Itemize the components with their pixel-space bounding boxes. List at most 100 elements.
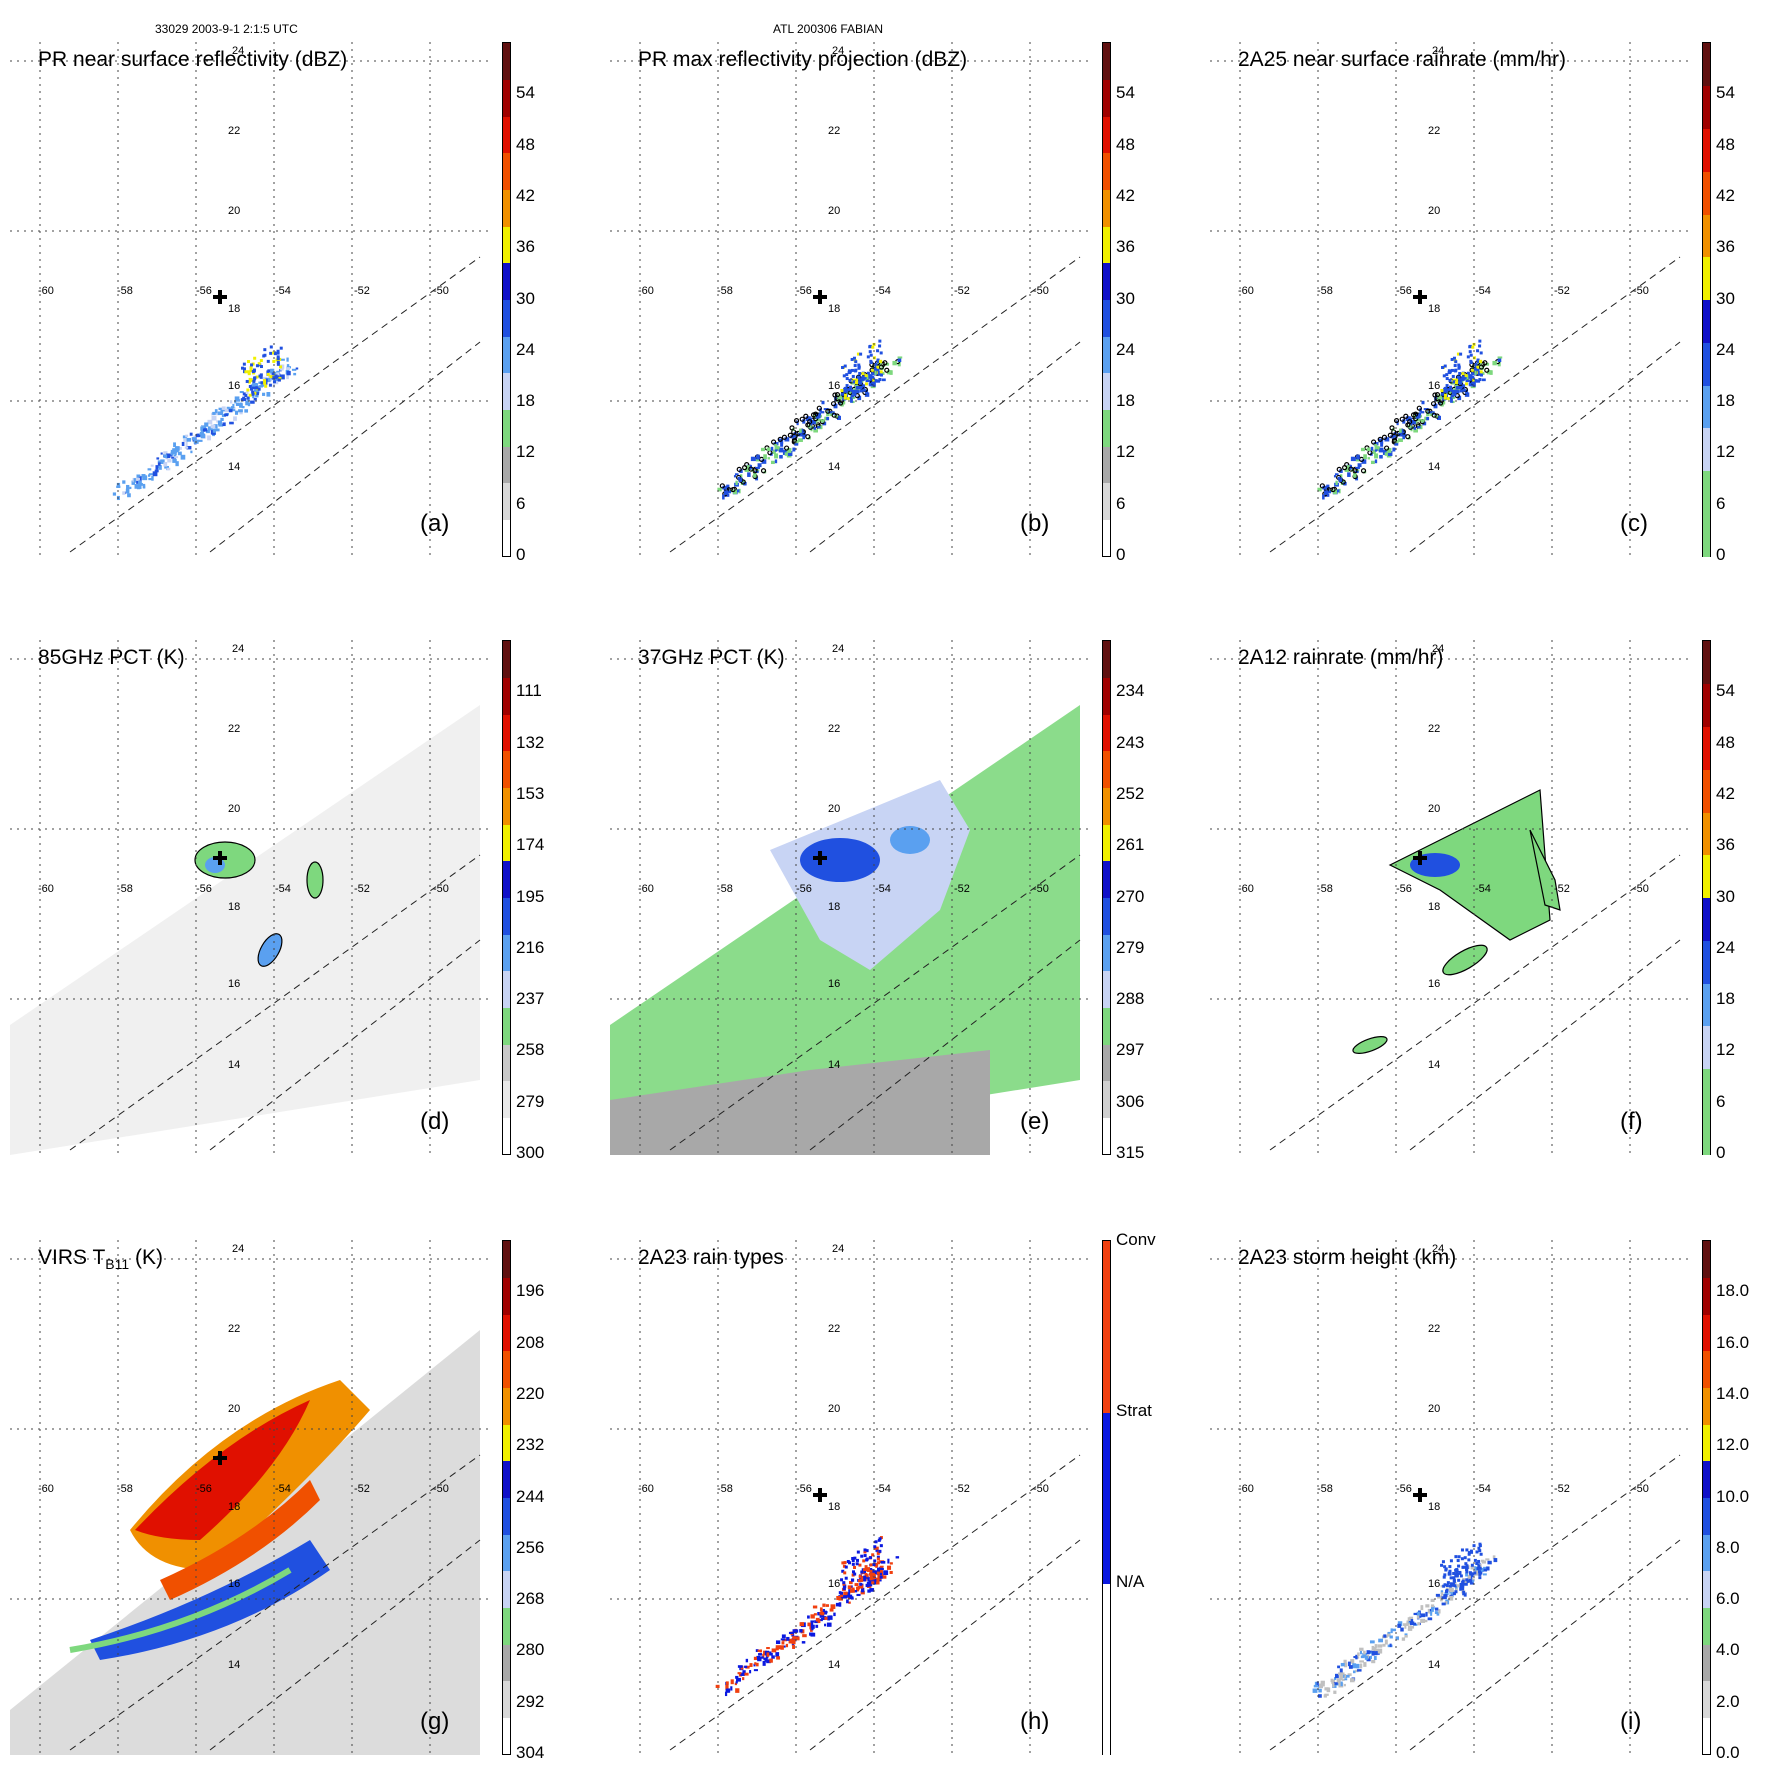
colorbar-tick-label: 0 <box>1716 1143 1726 1162</box>
colorbar <box>1102 42 1111 557</box>
colorbar-ticks: 300 279 258 237 216 195 174 153 132 111 <box>516 640 576 1162</box>
colorbar-tick-label: 4.0 <box>1716 1640 1740 1660</box>
colorbar-segment <box>1103 860 1110 898</box>
colorbar-segment <box>1103 1117 1110 1155</box>
colorbar-segment <box>503 824 510 862</box>
colorbar-tick-label: Conv <box>1116 1230 1156 1249</box>
map-plot: -60 -58 -56 -54 -52 -50 24 22 20 18 16 14 <box>10 1240 490 1755</box>
colorbar-tick-label: 0.0 <box>1716 1743 1740 1762</box>
map-canvas: -60 -58 -56 -54 -52 -50 24 22 20 18 16 14 <box>10 640 490 1155</box>
swath-edge-line <box>669 854 1081 1151</box>
panel-i: -60 -58 -56 -54 -52 -50 24 22 20 18 16 14 2A23 storm… <box>1200 1240 1749 1785</box>
latitude-label: 20 <box>228 803 240 815</box>
colorbar-segment <box>1103 299 1110 337</box>
panel-d: -60 -58 -56 -54 -52 -50 24 22 20 18 16 14 85GHz PCT … <box>0 640 544 1185</box>
map-grid <box>10 640 490 1155</box>
colorbar-tick-label: 14.0 <box>1716 1383 1750 1403</box>
colorbar-segment <box>1103 824 1110 862</box>
latitude-label: 14 <box>828 1659 840 1671</box>
colorbar-tick-label: 16.0 <box>1716 1332 1750 1352</box>
colorbar-segment <box>503 299 510 337</box>
colorbar-tick-label: 288 <box>1116 989 1145 1009</box>
colorbar-tick-label: 279 <box>1116 937 1145 957</box>
latitude-label: 24 <box>832 45 844 57</box>
longitude-label: -58 <box>117 285 133 297</box>
longitude-label: -50 <box>1033 883 1049 895</box>
colorbar-tick-label: 54 <box>1716 83 1735 103</box>
storm-center-cross <box>213 851 227 865</box>
colorbar <box>1102 1240 1111 1755</box>
map-plot: -60 -58 -56 -54 -52 -50 24 22 20 18 16 14 <box>10 640 490 1155</box>
colorbar-segment <box>1103 677 1110 715</box>
colorbar-tick-label: 42 <box>516 185 535 205</box>
longitude-label: -54 <box>1475 285 1491 297</box>
panel-a: -60 -58 -56 -54 -52 -50 24 22 20 18 16 14 PR near su… <box>0 42 535 587</box>
colorbar-ticks: 0 6 12 18 24 30 36 42 48 54 <box>1716 42 1771 564</box>
colorbar-segment <box>503 1080 510 1118</box>
latitude-label: 14 <box>1428 461 1440 473</box>
colorbar-tick-label: 304 <box>516 1743 545 1762</box>
panel-letter: (i) <box>1620 1708 1642 1735</box>
colorbar-segment <box>1703 128 1710 172</box>
colorbar-segment <box>1703 1314 1710 1352</box>
colorbar-segment <box>1703 940 1710 984</box>
data-field <box>1317 339 1503 500</box>
colorbar-tick-label: 270 <box>1116 886 1145 906</box>
colorbar-segment <box>1703 641 1710 685</box>
latitude-label: 24 <box>1432 1243 1444 1255</box>
longitude-label: -50 <box>433 285 449 297</box>
colorbar-segment <box>1103 934 1110 972</box>
latitude-label: 14 <box>828 461 840 473</box>
storm-center-cross <box>213 290 227 304</box>
longitude-label: -60 <box>638 883 654 895</box>
colorbar-segment <box>1703 385 1710 429</box>
colorbar-segment <box>1703 854 1710 898</box>
colorbar-tick-label: 10.0 <box>1716 1486 1750 1506</box>
colorbar-segment <box>503 446 510 484</box>
map-canvas: -60 -58 -56 -54 -52 -50 24 22 20 18 16 14 <box>1210 640 1690 1155</box>
colorbar-tick-label: 12.0 <box>1716 1435 1750 1455</box>
colorbar-segment <box>1703 1424 1710 1462</box>
longitude-label: -60 <box>38 1483 54 1495</box>
colorbar-segment <box>1103 897 1110 935</box>
panel-title: 2A23 rain types <box>638 1246 784 1270</box>
colorbar-segment <box>503 189 510 227</box>
panel-title: 85GHz PCT (K) <box>38 646 185 670</box>
colorbar-segment <box>1103 336 1110 374</box>
colorbar-tick-label: 30 <box>1716 886 1735 906</box>
longitude-label: -56 <box>1396 883 1412 895</box>
colorbar-segment <box>503 482 510 520</box>
longitude-label: -54 <box>1475 1483 1491 1495</box>
longitude-label: -52 <box>954 1483 970 1495</box>
colorbar-segment <box>503 897 510 935</box>
map-plot: -60 -58 -56 -54 -52 -50 24 22 20 18 16 14 <box>610 42 1090 557</box>
map-canvas: -60 -58 -56 -54 -52 -50 24 22 20 18 16 14 <box>610 1240 1090 1755</box>
storm-center-cross <box>813 851 827 865</box>
latitude-label: 24 <box>832 1243 844 1255</box>
map-canvas: -60 -58 -56 -54 -52 -50 24 22 20 18 16 14 <box>10 1240 490 1755</box>
colorbar-tick-label: 216 <box>516 937 545 957</box>
colorbar-segment <box>503 1424 510 1462</box>
longitude-label: -60 <box>638 1483 654 1495</box>
longitude-label: -56 <box>796 883 812 895</box>
storm-center-cross <box>1413 1488 1427 1502</box>
colorbar-tick-label: 30 <box>1116 288 1135 308</box>
colorbar-segment <box>1103 446 1110 484</box>
latitude-label: 14 <box>828 1059 840 1071</box>
colorbar-tick-label: 54 <box>516 83 535 103</box>
colorbar-segment <box>1703 85 1710 129</box>
colorbar-tick-label: 24 <box>516 339 535 359</box>
colorbar-tick-label: 12 <box>1716 442 1735 462</box>
longitude-label: -60 <box>1238 285 1254 297</box>
longitude-label: -50 <box>1633 883 1649 895</box>
longitude-label: -54 <box>275 883 291 895</box>
colorbar-tick-label: 48 <box>1716 134 1735 154</box>
longitude-label: -56 <box>796 285 812 297</box>
colorbar-segment <box>1103 189 1110 227</box>
latitude-label: 18 <box>1428 303 1440 315</box>
colorbar-segment <box>503 1607 510 1645</box>
colorbar-segment <box>1703 726 1710 770</box>
longitude-label: -56 <box>196 285 212 297</box>
map-plot: -60 -58 -56 -54 -52 -50 24 22 20 18 16 14 <box>1210 640 1690 1155</box>
latitude-label: 22 <box>1428 723 1440 735</box>
